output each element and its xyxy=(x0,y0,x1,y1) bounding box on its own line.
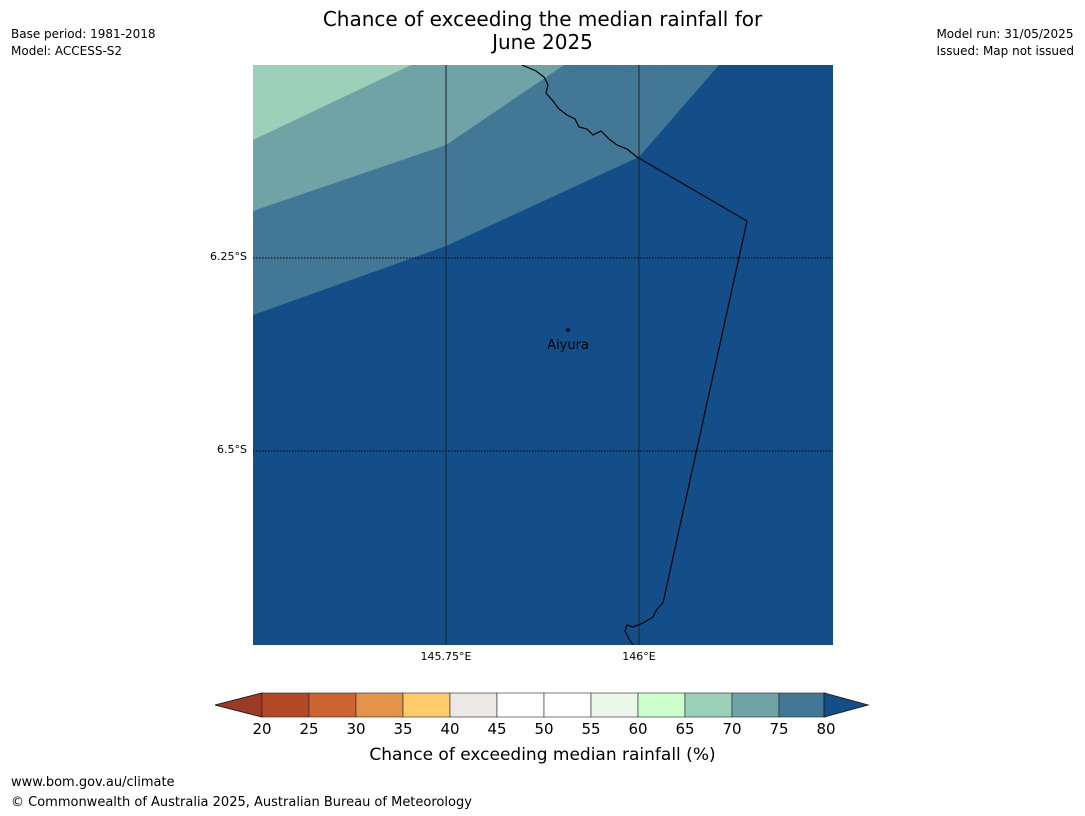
colorbar-segment-65-70 xyxy=(684,692,733,718)
colorbar-segment-40-45 xyxy=(449,692,498,718)
colorbar-segment-45-50 xyxy=(496,692,545,718)
colorbar-tick-70: 70 xyxy=(722,720,742,738)
colorbar-segment-50-55 xyxy=(543,692,592,718)
base-period-text: Base period: 1981-2018 xyxy=(11,27,156,41)
colorbar-tick-75: 75 xyxy=(769,720,789,738)
forecast-map: Aiyura xyxy=(253,65,833,645)
lat-label-6-5: 6.5°S xyxy=(217,443,247,456)
colorbar-tick-30: 30 xyxy=(346,720,366,738)
colorbar-under-arrow xyxy=(215,692,263,718)
meta-right: Model run: 31/05/2025 Issued: Map not is… xyxy=(936,26,1074,60)
issued-text: Issued: Map not issued xyxy=(936,44,1074,58)
colorbar-tick-50: 50 xyxy=(534,720,554,738)
colorbar-segment-75-80 xyxy=(778,692,827,718)
colorbar-segments xyxy=(261,692,827,718)
colorbar-tick-80: 80 xyxy=(816,720,836,738)
colorbar-segment-70-75 xyxy=(731,692,780,718)
aiyura-marker xyxy=(566,328,570,332)
colorbar-tick-60: 60 xyxy=(628,720,648,738)
province-border xyxy=(521,65,748,645)
colorbar-tick-40: 40 xyxy=(440,720,460,738)
colorbar-tick-55: 55 xyxy=(581,720,601,738)
colorbar-tick-65: 65 xyxy=(675,720,695,738)
colorbar-segment-30-35 xyxy=(355,692,404,718)
title-line-2: June 2025 xyxy=(492,30,593,54)
lon-label-145-75: 145.75°E xyxy=(420,650,472,663)
colorbar-segment-20-25 xyxy=(261,692,310,718)
colorbar-segment-55-60 xyxy=(590,692,639,718)
colorbar xyxy=(215,692,870,718)
aiyura-label: Aiyura xyxy=(547,338,589,353)
colorbar-over-arrow xyxy=(823,692,870,718)
zone-65-70 xyxy=(253,65,411,140)
colorbar-tick-35: 35 xyxy=(393,720,413,738)
lon-label-146: 146°E xyxy=(622,650,656,663)
chart-title: Chance of exceeding the median rainfall … xyxy=(0,8,1085,54)
model-run-text: Model run: 31/05/2025 xyxy=(936,27,1074,41)
colorbar-segment-25-30 xyxy=(308,692,357,718)
footer-copyright: © Commonwealth of Australia 2025, Austra… xyxy=(11,795,472,810)
colorbar-segment-35-40 xyxy=(402,692,451,718)
title-line-1: Chance of exceeding the median rainfall … xyxy=(322,7,763,31)
model-text: Model: ACCESS-S2 xyxy=(11,44,123,58)
colorbar-tick-20: 20 xyxy=(252,720,272,738)
colorbar-tick-45: 45 xyxy=(487,720,507,738)
lat-label-6-25: 6.25°S xyxy=(210,250,247,263)
colorbar-tick-25: 25 xyxy=(299,720,319,738)
colorbar-segment-60-65 xyxy=(637,692,686,718)
colorbar-label: Chance of exceeding median rainfall (%) xyxy=(369,745,716,765)
meta-left: Base period: 1981-2018 Model: ACCESS-S2 xyxy=(11,26,156,60)
footer-url[interactable]: www.bom.gov.au/climate xyxy=(11,775,175,790)
